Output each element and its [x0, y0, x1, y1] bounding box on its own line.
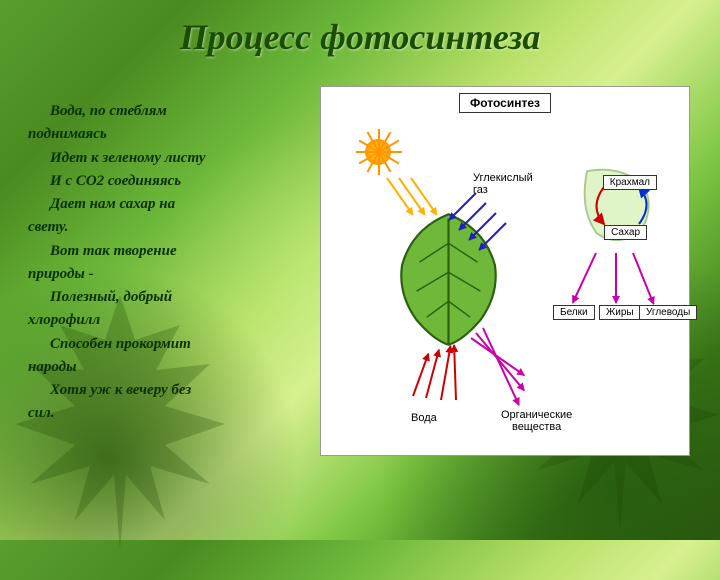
label-starch: Крахмал — [603, 175, 657, 190]
poem-line: народы — [28, 356, 308, 379]
poem-line: Способен прокормит — [28, 333, 308, 356]
label-water: Вода — [411, 412, 437, 424]
poem-line: поднимаясь — [28, 123, 308, 146]
label-sugar: Сахар — [604, 225, 647, 240]
poem-text: Вода, по стеблям поднимаясь Идет к зелен… — [28, 100, 308, 426]
sun-icon — [353, 127, 403, 177]
water-arrow — [453, 345, 457, 400]
poem-line: Идет к зеленому листу — [28, 147, 308, 170]
poem-line: И с СО2 соединяясь — [28, 170, 308, 193]
label-organic: Органические вещества — [501, 409, 572, 433]
poem-line: Вода, по стеблям — [28, 100, 308, 123]
poem-line: Полезный, добрый — [28, 286, 308, 309]
poem-line: Вот так творение — [28, 240, 308, 263]
slide-title: Процесс фотосинтеза — [0, 16, 720, 58]
poem-line: сил. — [28, 402, 308, 425]
diagram-title: Фотосинтез — [459, 93, 551, 113]
poem-line: Дает нам сахар на — [28, 193, 308, 216]
poem-line: хлорофилл — [28, 309, 308, 332]
poem-line: свету. — [28, 216, 308, 239]
label-co2: Углекислый газ — [473, 172, 533, 196]
label-proteins: Белки — [553, 305, 595, 320]
poem-line: Хотя уж к вечеру без — [28, 379, 308, 402]
label-carbs: Углеводы — [639, 305, 697, 320]
product-arrow — [572, 253, 597, 304]
product-arrow — [632, 253, 654, 305]
product-arrow — [615, 253, 617, 303]
poem-line: природы - — [28, 263, 308, 286]
photosynthesis-diagram: Фотосинтез — [320, 86, 690, 456]
label-fats: Жиры — [599, 305, 641, 320]
